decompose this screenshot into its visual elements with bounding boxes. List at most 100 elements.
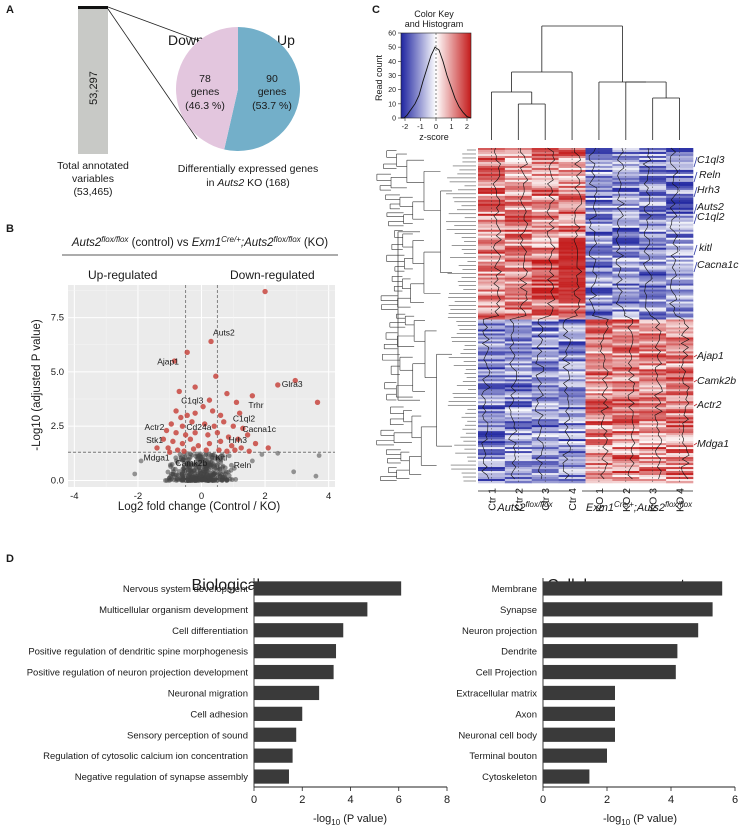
bar-xtick-label: 0 xyxy=(251,794,257,806)
heatmap-cell xyxy=(531,395,559,398)
heatmap-cell xyxy=(585,335,613,338)
heatmap-cell xyxy=(478,225,506,229)
heatmap-cell xyxy=(585,351,613,354)
heatmap-cell xyxy=(639,411,667,414)
gene-label-tick xyxy=(693,354,698,358)
heatmap-cell xyxy=(478,351,506,354)
cc-xlabel: -log10 (P value) xyxy=(603,813,677,827)
bar-xtick-label: 8 xyxy=(444,794,450,806)
heatmap-cell xyxy=(558,409,586,412)
heatmap-cell xyxy=(585,369,613,372)
bar xyxy=(254,727,297,742)
bar-xtick-label: 2 xyxy=(299,794,305,806)
deg-slice-bar xyxy=(78,6,108,9)
heatmap-cell xyxy=(478,169,506,173)
heatmap-cell xyxy=(666,429,694,432)
heatmap-cell xyxy=(639,293,667,296)
heatmap-cell xyxy=(531,205,559,209)
heatmap-cell xyxy=(666,335,694,338)
volcano-point-ns xyxy=(291,469,297,475)
heatmap-cell xyxy=(504,229,533,233)
volcano-point-significant xyxy=(192,384,198,390)
heatmap-cell xyxy=(639,257,667,260)
volcano-point-significant xyxy=(252,440,259,447)
heatmap-cell xyxy=(585,411,613,414)
heatmap-cell xyxy=(504,237,533,241)
heatmap-cell xyxy=(612,261,640,264)
bar-category-label: Cell Projection xyxy=(476,668,537,679)
heatmap-cell xyxy=(585,307,613,310)
heatmap-cell xyxy=(639,335,667,338)
volcano-point-ns xyxy=(168,474,173,479)
heatmap-cell xyxy=(558,323,586,326)
heatmap-trace xyxy=(535,147,556,480)
heatmap-cell xyxy=(478,391,506,394)
heatmap-cell xyxy=(558,419,586,422)
bar xyxy=(543,727,615,742)
heatmap-cell xyxy=(504,293,533,296)
volcano-gene-label: Ajap1 xyxy=(157,356,179,366)
heatmap-cell xyxy=(531,225,559,229)
heatmap-cell xyxy=(478,275,506,278)
heatmap-cell xyxy=(666,191,694,195)
heatmap-cell xyxy=(666,205,694,209)
heatmap-cell xyxy=(531,457,559,460)
heatmap-cell xyxy=(585,387,613,390)
heatmap-cell xyxy=(531,437,559,440)
heatmap-cell xyxy=(612,457,640,460)
heatmap-cell xyxy=(558,349,586,352)
volcano-point-ns xyxy=(316,453,322,458)
heatmap-cell xyxy=(585,225,613,229)
heatmap-cell xyxy=(558,281,586,284)
heatmap-cell xyxy=(666,369,694,372)
volcano-point-significant xyxy=(184,412,190,419)
heatmap-cell xyxy=(504,363,533,366)
heatmap-cell xyxy=(585,151,613,155)
volcano-point-ns xyxy=(194,451,200,457)
heatmap-cell xyxy=(666,363,694,366)
heatmap-cell xyxy=(666,169,694,173)
heatmap-cell xyxy=(478,443,506,446)
heatmap-cell xyxy=(585,237,613,241)
volcano-point-significant xyxy=(205,432,211,438)
heatmap-cell xyxy=(639,479,667,482)
total-label-1: Total annotated xyxy=(57,160,129,172)
heatmap-cell xyxy=(639,437,667,440)
heatmap-cell xyxy=(639,401,667,404)
heatmap-cell xyxy=(666,299,694,302)
heatmap-cell xyxy=(531,373,559,376)
heatmap-cell xyxy=(612,155,640,159)
heatmap-cell xyxy=(639,193,667,197)
up-genes-count: 90 xyxy=(266,73,278,85)
heatmap-cell xyxy=(558,395,586,398)
heatmap-cell xyxy=(531,179,559,183)
deg-label-1: Differentially expressed genes xyxy=(178,163,318,175)
heatmap-cell xyxy=(585,179,613,183)
volcano-point-significant xyxy=(190,446,197,452)
heatmap-cell xyxy=(666,401,694,404)
heatmap-cell xyxy=(612,351,640,354)
heatmap-cell xyxy=(531,155,559,159)
heatmap-cell xyxy=(666,193,694,197)
heatmap-cell xyxy=(478,295,506,298)
heatmap-cell xyxy=(478,209,506,213)
heatmap-cell xyxy=(585,193,613,197)
heatmap-cell xyxy=(639,331,667,334)
heatmap-cell xyxy=(504,253,533,256)
heatmap-cell xyxy=(504,327,533,330)
heatmap-cell xyxy=(612,471,640,474)
heatmap-cell xyxy=(558,177,586,181)
volcano-point-significant xyxy=(230,423,236,429)
gene-label-tick xyxy=(693,156,698,168)
heatmap-cell xyxy=(639,341,667,344)
heatmap-cell xyxy=(531,471,559,474)
volcano-gene-label: Mdga1 xyxy=(144,452,170,462)
volcano-point-ns xyxy=(187,454,193,460)
volcano-point-ns xyxy=(211,462,217,468)
heatmap-cell xyxy=(639,279,667,282)
heatmap-cell xyxy=(504,437,533,440)
heatmap-cell xyxy=(585,267,613,270)
heatmap-cell xyxy=(612,257,640,260)
heatmap-cell xyxy=(585,299,613,302)
heatmap-cell xyxy=(666,159,694,163)
